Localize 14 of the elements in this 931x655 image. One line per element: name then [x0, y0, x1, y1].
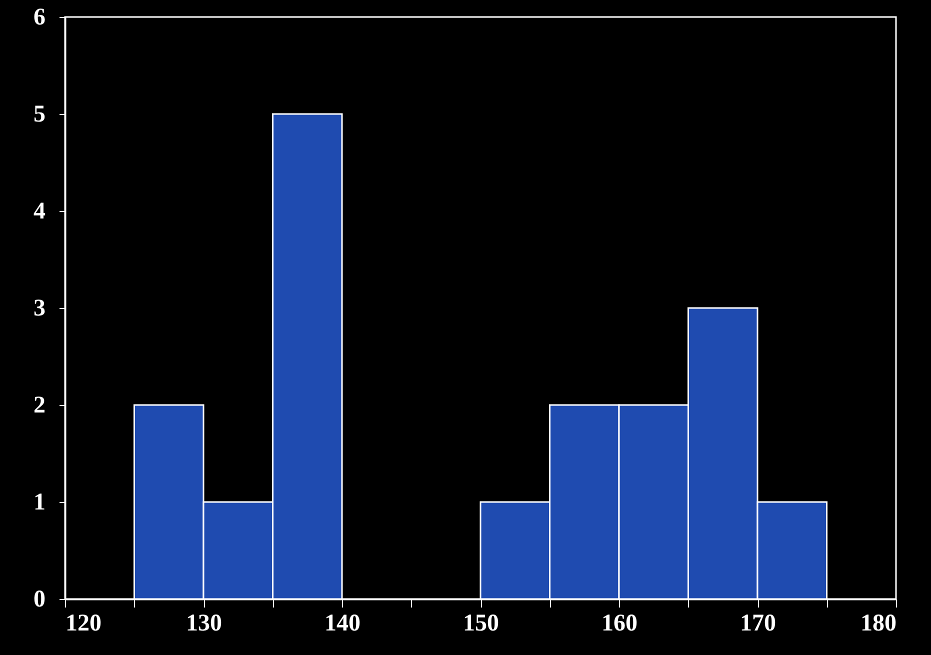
y-tick-label: 2: [34, 392, 46, 418]
x-tick-label: 160: [602, 610, 638, 636]
x-tick-label: 180: [860, 610, 896, 636]
y-tick-label: 3: [34, 296, 46, 322]
y-tick-label: 1: [34, 490, 46, 516]
x-tick-label: 130: [186, 610, 222, 636]
y-tick-label: 6: [34, 4, 46, 30]
x-tick-label: 150: [463, 610, 499, 636]
y-tick-label: 4: [34, 198, 46, 224]
y-tick-label: 0: [34, 586, 46, 612]
x-tick-label: 120: [66, 610, 102, 636]
x-tick-label: 170: [740, 610, 776, 636]
y-tick-label: 5: [34, 102, 46, 128]
x-tick-label: 140: [324, 610, 360, 636]
